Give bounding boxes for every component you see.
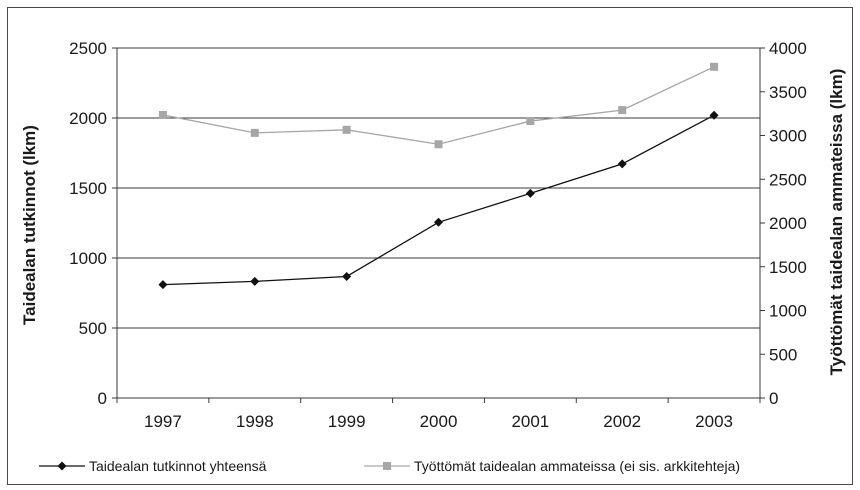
x-tick-label: 1999 [328, 412, 366, 431]
y-tick-label-right: 1000 [769, 302, 807, 321]
data-point [434, 140, 443, 149]
data-point [709, 110, 719, 120]
legend-marker [383, 462, 391, 470]
data-point [342, 271, 352, 281]
data-point [158, 280, 168, 290]
y-tick-label-right: 2500 [769, 170, 807, 189]
x-tick-label: 1997 [144, 412, 182, 431]
data-point [526, 117, 535, 126]
series-line [162, 66, 715, 145]
legend-label: Työttömät taidealan ammateissa (ei sis. … [414, 458, 740, 474]
gridlines [117, 47, 760, 329]
x-tick-label: 2003 [695, 412, 733, 431]
legend-label: Taidealan tutkinnot yhteensä [89, 458, 267, 474]
chart-frame: 0 500 1000 1500 2000 2500 0 500 1000 1500 2000 2500… [7, 7, 853, 485]
legend-item: Taidealan tutkinnot yhteensä [39, 458, 267, 474]
data-point [525, 188, 535, 198]
series-2 [158, 62, 719, 149]
series-1 [158, 110, 719, 290]
y-tick-label-right: 3000 [769, 127, 807, 146]
line-chart: 0 500 1000 1500 2000 2500 0 500 1000 1500 2000 2500… [20, 39, 846, 474]
data-point [710, 62, 719, 71]
y-tick-label-left: 0 [98, 389, 107, 408]
data-point [250, 128, 259, 137]
y-tick-label-left: 1500 [69, 179, 107, 198]
y-tick-label-right: 3500 [769, 83, 807, 102]
tick-labels: 0 500 1000 1500 2000 2500 0 500 1000 1500 2000 2500… [69, 39, 807, 431]
legend-marker [57, 461, 67, 471]
y-tick-label-left: 500 [79, 319, 107, 338]
y-tick-label-right: 500 [769, 345, 797, 364]
data-point [617, 159, 627, 169]
x-tick-label: 2000 [420, 412, 458, 431]
series [158, 62, 719, 290]
data-point [250, 276, 260, 286]
y-axis-title-left: Taidealan tutkinnot (lkm) [20, 125, 39, 325]
y-tick-label-left: 2500 [69, 39, 107, 58]
data-point [618, 106, 627, 115]
legend-item: Työttömät taidealan ammateissa (ei sis. … [364, 458, 740, 474]
y-tick-label-right: 4000 [769, 39, 807, 58]
y-tick-label-right: 2000 [769, 214, 807, 233]
legend: Taidealan tutkinnot yhteensä Työttömät ta… [39, 458, 740, 474]
axes [112, 47, 765, 403]
x-tick-label: 1998 [236, 412, 274, 431]
y-tick-label-left: 2000 [69, 109, 107, 128]
data-point [434, 217, 443, 227]
y-tick-label-right: 1500 [769, 258, 807, 277]
x-tick-label: 2001 [511, 412, 549, 431]
y-tick-label-left: 1000 [69, 249, 107, 268]
y-tick-label-right: 0 [769, 389, 778, 408]
data-point [158, 110, 167, 119]
data-point [342, 125, 351, 134]
x-tick-label: 2002 [603, 412, 641, 431]
y-axis-title-right: Työttömät taidealan ammateissa (lkm) [827, 69, 846, 376]
